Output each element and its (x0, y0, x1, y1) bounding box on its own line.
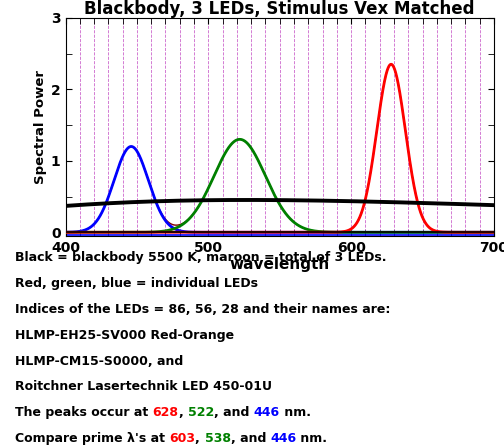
Text: Red, green, blue = individual LEDs: Red, green, blue = individual LEDs (15, 277, 258, 290)
Text: ,: , (179, 406, 188, 419)
Text: 446: 446 (270, 432, 296, 445)
Text: Indices of the LEDs = 86, 56, 28 and their names are:: Indices of the LEDs = 86, 56, 28 and the… (15, 303, 391, 316)
Text: Compare prime λ's at: Compare prime λ's at (15, 432, 169, 445)
Text: , and: , and (231, 432, 270, 445)
Text: , and: , and (214, 406, 254, 419)
Text: HLMP-CM15-S0000, and: HLMP-CM15-S0000, and (15, 355, 183, 368)
Text: 538: 538 (205, 432, 231, 445)
Title: Blackbody, 3 LEDs, Stimulus Vex Matched: Blackbody, 3 LEDs, Stimulus Vex Matched (85, 0, 475, 18)
Text: HLMP-EH25-SV000 Red-Orange: HLMP-EH25-SV000 Red-Orange (15, 329, 234, 342)
Text: The peaks occur at: The peaks occur at (15, 406, 153, 419)
Text: Black = blackbody 5500 K, maroon = total of 3 LEDs.: Black = blackbody 5500 K, maroon = total… (15, 251, 387, 264)
Text: Roitchner Lasertechnik LED 450-01U: Roitchner Lasertechnik LED 450-01U (15, 380, 272, 393)
X-axis label: wavelength: wavelength (230, 258, 330, 272)
Text: nm.: nm. (296, 432, 328, 445)
Text: 446: 446 (254, 406, 280, 419)
Text: ,: , (196, 432, 205, 445)
Text: nm.: nm. (280, 406, 311, 419)
Text: 628: 628 (153, 406, 179, 419)
Text: 603: 603 (169, 432, 196, 445)
Text: 522: 522 (188, 406, 214, 419)
Y-axis label: Spectral Power: Spectral Power (34, 70, 47, 184)
